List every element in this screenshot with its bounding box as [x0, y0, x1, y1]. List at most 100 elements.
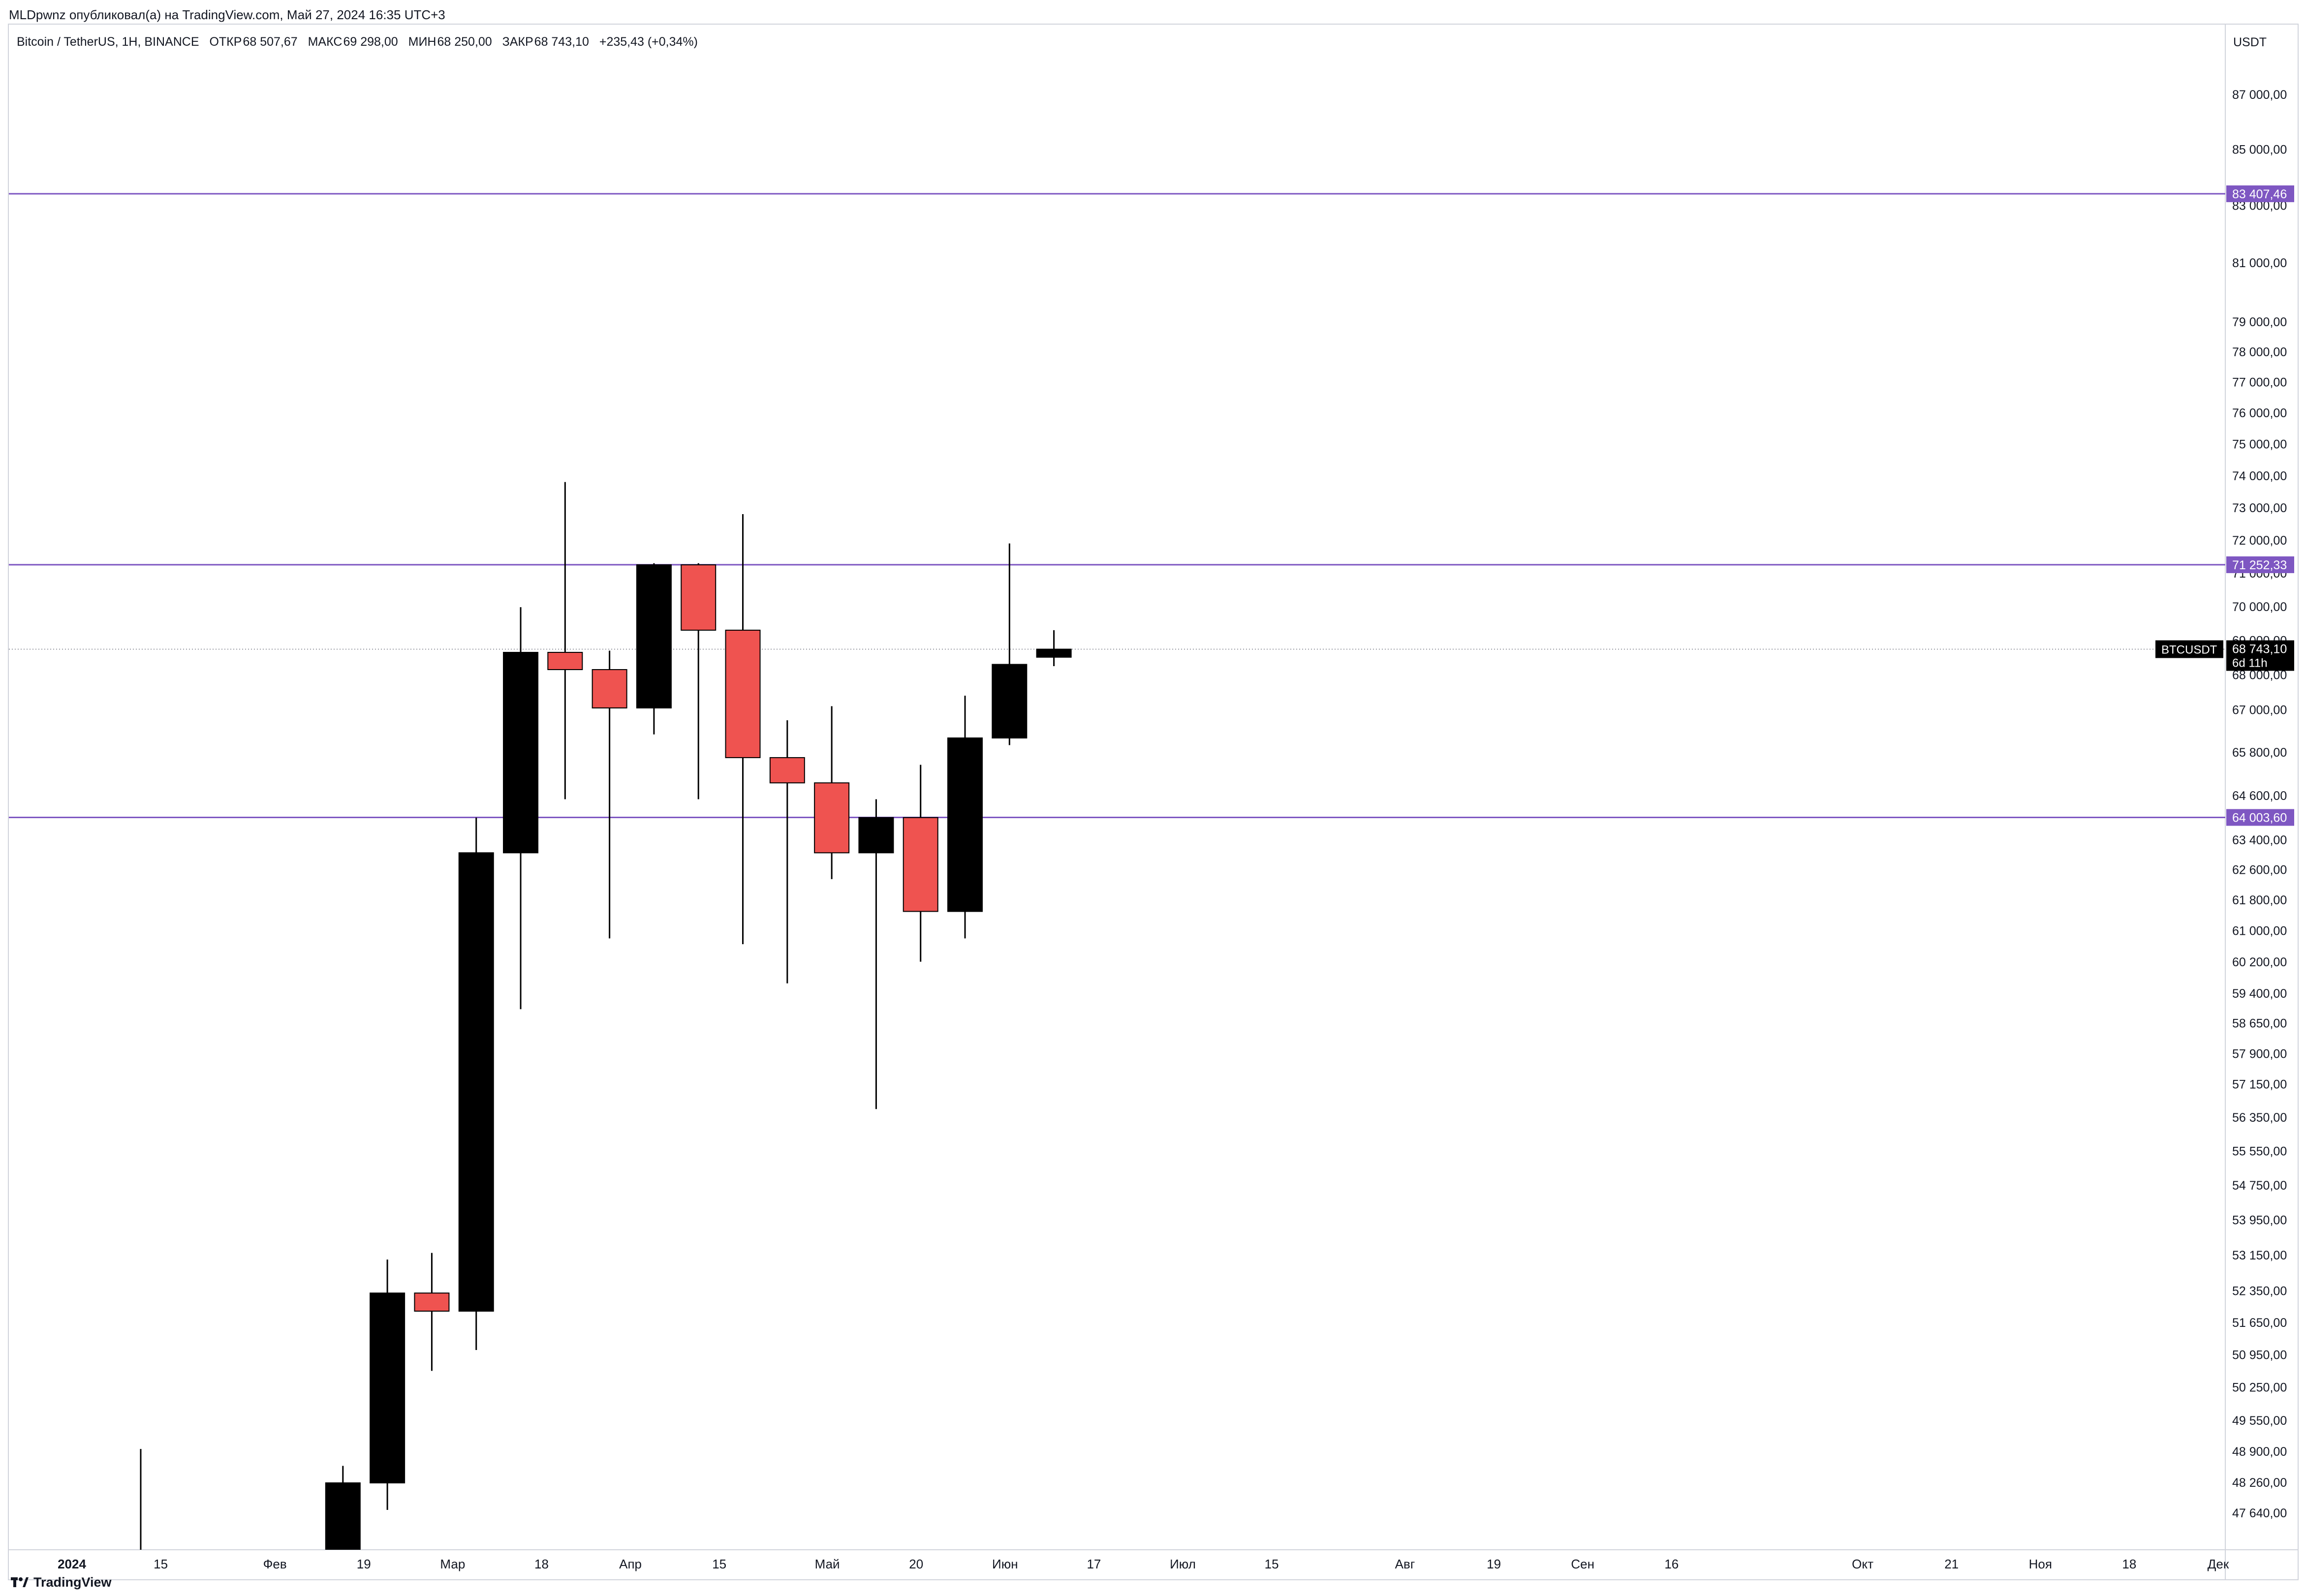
- candle-body-up[interactable]: [992, 664, 1028, 738]
- price-tick-label: 75 000,00: [2232, 438, 2287, 452]
- time-tick-label: 15: [154, 1557, 168, 1571]
- price-tick-label: 67 000,00: [2232, 703, 2287, 717]
- last-price-tag: [2226, 640, 2294, 671]
- price-tick-label: 47 640,00: [2232, 1506, 2287, 1520]
- time-tick-label: Май: [815, 1557, 840, 1571]
- last-price-countdown: 6d 11h: [2232, 657, 2268, 670]
- candle-body-up[interactable]: [858, 817, 894, 854]
- time-tick-label: Ноя: [2029, 1557, 2052, 1571]
- level-price-tag: [2226, 185, 2294, 202]
- price-tick-label: 57 900,00: [2232, 1047, 2287, 1061]
- legend-close-value: 68 743,10: [534, 35, 589, 49]
- price-tick-label: 85 000,00: [2232, 143, 2287, 156]
- price-tick-label: 79 000,00: [2232, 315, 2287, 329]
- time-tick-label: Мар: [440, 1557, 465, 1571]
- price-tick-label: 50 950,00: [2232, 1348, 2287, 1362]
- candle-body-up[interactable]: [1036, 648, 1072, 658]
- candle-body-up[interactable]: [947, 737, 983, 912]
- price-tick-label: 72 000,00: [2232, 534, 2287, 548]
- candle-body-up[interactable]: [636, 564, 672, 708]
- price-tick-label: 73 000,00: [2232, 501, 2287, 515]
- price-tick-label: 59 400,00: [2232, 987, 2287, 1001]
- level-price-label: 64 003,60: [2232, 811, 2287, 825]
- time-tick-label: 18: [534, 1557, 549, 1571]
- time-tick-label: 15: [712, 1557, 726, 1571]
- candle-body-up[interactable]: [325, 1482, 361, 1550]
- candle-body-down[interactable]: [814, 782, 850, 854]
- tradingview-logo-icon: [11, 1577, 29, 1587]
- candle-body-down[interactable]: [681, 564, 717, 631]
- price-tick-label: 62 600,00: [2232, 863, 2287, 877]
- price-tick-label: 74 000,00: [2232, 469, 2287, 483]
- time-tick-label: Июл: [1170, 1557, 1196, 1571]
- price-tick-label: 58 650,00: [2232, 1017, 2287, 1031]
- time-tick-label: Сен: [1571, 1557, 1594, 1571]
- candle-body-down[interactable]: [769, 757, 805, 784]
- price-tick-label: 53 150,00: [2232, 1249, 2287, 1262]
- price-tick-label: 57 150,00: [2232, 1078, 2287, 1092]
- price-tick-label: 60 200,00: [2232, 955, 2287, 969]
- price-tick-label: 54 750,00: [2232, 1179, 2287, 1193]
- price-tick-label: 61 800,00: [2232, 893, 2287, 907]
- price-tick-label: 50 250,00: [2232, 1381, 2287, 1395]
- candle-body-up[interactable]: [503, 652, 539, 854]
- price-tick-label: 49 550,00: [2232, 1414, 2287, 1428]
- publisher-line: MLDpwnz опубликовал(а) на TradingView.co…: [9, 7, 445, 22]
- price-tick-label: 48 900,00: [2232, 1445, 2287, 1459]
- legend-symbol[interactable]: Bitcoin / TetherUS, 1H, BINANCE: [17, 35, 199, 49]
- candle-body-up[interactable]: [458, 852, 494, 1312]
- time-tick-label: 15: [1265, 1557, 1279, 1571]
- candle-body-up[interactable]: [370, 1292, 405, 1484]
- price-tick-label: 63 400,00: [2232, 833, 2287, 847]
- legend-change: +235,43 (+0,34%): [599, 35, 698, 49]
- tradingview-brand[interactable]: TradingView: [11, 1572, 112, 1592]
- price-tick-label: 64 600,00: [2232, 789, 2287, 803]
- level-price-tag: [2226, 809, 2294, 826]
- price-tick-label: 76 000,00: [2232, 406, 2287, 420]
- tradingview-brand-text: TradingView: [33, 1574, 112, 1590]
- time-tick-label: 19: [357, 1557, 371, 1571]
- price-tick-label: 81 000,00: [2232, 256, 2287, 270]
- chart-frame: [8, 24, 2299, 1580]
- price-tick-label: 78 000,00: [2232, 345, 2287, 359]
- symbol-tag-label: BTCUSDT: [2161, 644, 2217, 657]
- level-price-tag: [2226, 556, 2294, 573]
- time-tick-label: 18: [2122, 1557, 2136, 1571]
- time-tick-label: Авг: [1395, 1557, 1415, 1571]
- price-tick-label: 87 000,00: [2232, 88, 2287, 102]
- price-tick-label: 70 000,00: [2232, 600, 2287, 614]
- time-tick-label: Окт: [1852, 1557, 1873, 1571]
- symbol-legend: Bitcoin / TetherUS, 1H, BINANCE ОТКР68 5…: [17, 33, 698, 50]
- level-price-label: 71 252,33: [2232, 558, 2287, 572]
- time-tick-label: 21: [1944, 1557, 1959, 1571]
- time-tick-label: 19: [1487, 1557, 1501, 1571]
- candle-body-down[interactable]: [903, 817, 938, 912]
- legend-high-label: МАКС: [308, 35, 343, 49]
- time-tick-label: 16: [1664, 1557, 1679, 1571]
- candle-body-down[interactable]: [725, 629, 761, 758]
- candle-body-down[interactable]: [592, 669, 627, 708]
- candles-group: [140, 482, 1072, 1550]
- time-tick-label: Дек: [2208, 1557, 2229, 1571]
- candle-body-down[interactable]: [414, 1292, 450, 1312]
- legend-low-value: 68 250,00: [437, 35, 492, 49]
- legend-high-value: 69 298,00: [343, 35, 398, 49]
- price-tick-label: 48 260,00: [2232, 1476, 2287, 1490]
- price-tick-label: 56 350,00: [2232, 1111, 2287, 1125]
- legend-close-label: ЗАКР: [502, 35, 533, 49]
- price-axis-currency-label[interactable]: USDT: [2233, 35, 2267, 49]
- last-price-label: 68 743,10: [2232, 643, 2287, 656]
- price-tick-label: 51 650,00: [2232, 1316, 2287, 1330]
- time-tick-label: Июн: [992, 1557, 1018, 1571]
- time-tick-label: 17: [1087, 1557, 1101, 1571]
- time-tick-label: Фев: [263, 1557, 287, 1571]
- candle-body-down[interactable]: [547, 652, 583, 671]
- price-tick-label: 52 350,00: [2232, 1285, 2287, 1298]
- price-tick-label: 55 550,00: [2232, 1145, 2287, 1159]
- level-price-label: 83 407,46: [2232, 187, 2287, 201]
- legend-open-value: 68 507,67: [243, 35, 298, 49]
- price-tick-label: 65 800,00: [2232, 746, 2287, 760]
- time-tick-label: 20: [909, 1557, 923, 1571]
- price-tick-label: 61 000,00: [2232, 924, 2287, 938]
